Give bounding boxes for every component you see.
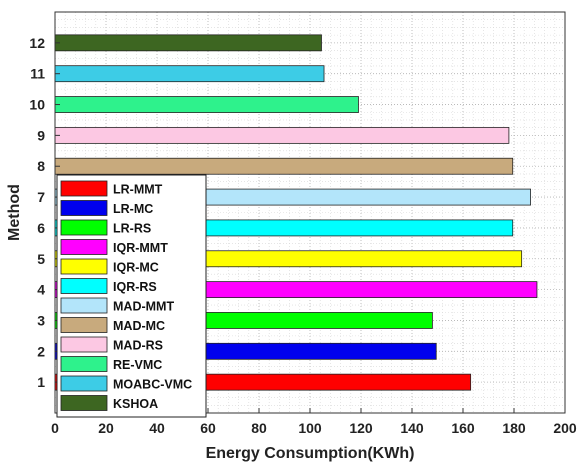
bar-mad-rs [54, 126, 510, 144]
legend-swatch [60, 258, 108, 275]
y-tick-label: 2 [37, 343, 45, 359]
x-tick-label: 0 [51, 420, 59, 436]
y-tick-label: 10 [29, 97, 45, 113]
bar-kshoa [54, 34, 322, 52]
y-tick-label: 8 [37, 158, 45, 174]
legend-swatch [60, 317, 108, 333]
y-tick-label: 6 [37, 220, 45, 236]
y-tick-label: 9 [37, 127, 45, 143]
x-tick-label: 80 [251, 420, 267, 436]
legend-label: IQR-RS [113, 280, 157, 294]
legend-label: LR-MMT [113, 183, 163, 197]
y-tick-label: 4 [37, 282, 45, 298]
legend-label: MAD-MC [113, 319, 165, 333]
legend-swatch [60, 219, 108, 236]
y-tick-label: 5 [37, 251, 45, 267]
legend-swatch [60, 200, 108, 216]
legend-label: MOABC-VMC [113, 378, 192, 392]
legend-label: KSHOA [113, 397, 158, 411]
legend-swatch [60, 336, 108, 353]
legend-label: IQR-MC [113, 261, 159, 275]
legend-swatch [60, 395, 108, 411]
x-tick-label: 40 [149, 420, 165, 436]
legend-label: LR-MC [113, 202, 153, 216]
legend-label: MAD-MMT [113, 300, 174, 314]
legend-label: IQR-MMT [113, 241, 168, 255]
y-tick-label: 3 [37, 312, 45, 328]
legend-swatch [60, 356, 108, 372]
x-tick-label: 120 [349, 420, 373, 436]
x-tick-label: 160 [451, 420, 475, 436]
y-axis-title: Method [6, 184, 23, 241]
x-tick-label: 180 [502, 420, 526, 436]
legend-swatch [60, 375, 108, 392]
legend-label: MAD-RS [113, 339, 163, 353]
legend: LR-MMT LR-MC LR-RS IQR-MMT IQR-MC IQR-RS MAD-M… [56, 174, 207, 418]
x-axis-title: Energy Consumption(KWh) [206, 445, 415, 462]
legend-label: LR-RS [113, 222, 151, 236]
legend-swatch [60, 278, 108, 294]
legend-swatch [60, 297, 108, 314]
bar-moabc-vmc [54, 65, 325, 83]
x-tick-label: 100 [298, 420, 322, 436]
legend-label: RE-VMC [113, 358, 162, 372]
ticks: 0 20 40 60 80 100 120 140 160 180 2001234567891011… [29, 35, 576, 436]
y-tick-label: 7 [37, 189, 45, 205]
x-tick-label: 200 [553, 420, 577, 436]
y-tick-label: 11 [30, 66, 45, 82]
y-tick-label: 12 [29, 35, 45, 51]
x-tick-label: 140 [400, 420, 424, 436]
legend-swatch [60, 239, 108, 255]
bar-re-vmc [54, 96, 359, 113]
x-tick-label: 60 [200, 420, 216, 436]
y-tick-label: 1 [37, 374, 45, 390]
bar-mad-mc [54, 157, 514, 175]
legend-swatch [60, 180, 108, 197]
x-tick-label: 20 [98, 420, 114, 436]
